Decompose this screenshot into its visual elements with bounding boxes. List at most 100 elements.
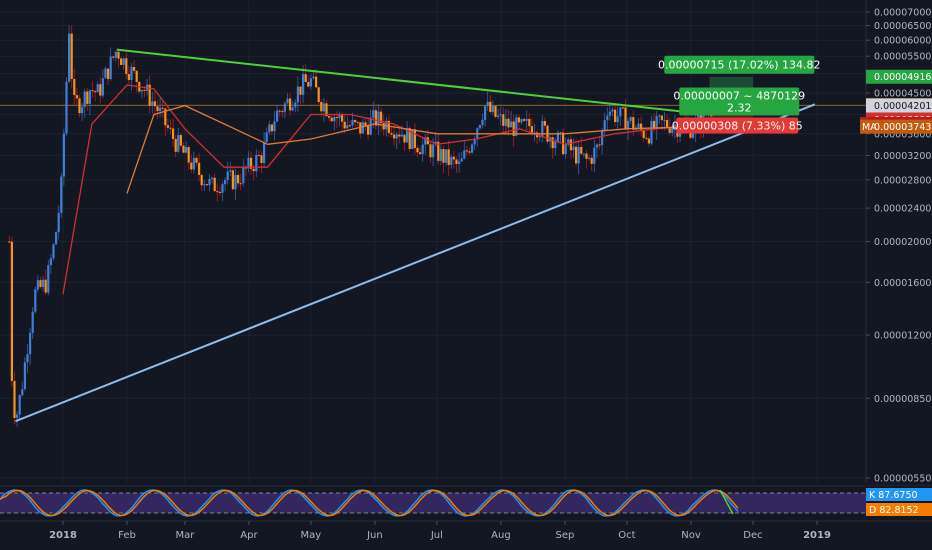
candle-body [78, 98, 81, 114]
candle-body [299, 86, 302, 95]
candle-body [36, 280, 39, 290]
candle-body [187, 147, 190, 163]
candle-body [457, 161, 461, 165]
candle-body [652, 120, 656, 130]
candle-body [346, 125, 349, 129]
candle-body [377, 111, 380, 126]
candle-body [564, 144, 567, 155]
candle-body [86, 91, 89, 104]
ma2-tag-text: 0.00003743 [874, 122, 931, 133]
candle-body [595, 144, 598, 148]
candle-body [80, 106, 84, 114]
candle-body [26, 354, 29, 363]
candle-body [642, 129, 645, 138]
candle-body [413, 129, 416, 148]
target-label-bg [664, 55, 815, 74]
price-tick-label: 0.00001200 [874, 331, 931, 342]
stoch-k-tag: K 87.6750 [866, 488, 932, 501]
candle-body [520, 119, 523, 123]
candle-body [200, 174, 203, 186]
candle-body [645, 137, 648, 139]
candle-body [408, 128, 411, 149]
candle-body [153, 101, 156, 107]
candle-body [353, 120, 357, 123]
candle-body [668, 127, 671, 133]
candle-body [468, 151, 471, 153]
candle-body [603, 120, 606, 131]
candle-body [387, 120, 390, 133]
candle-body [57, 212, 60, 233]
candle-body [691, 131, 695, 138]
candle-body [125, 58, 128, 75]
candle-body [551, 137, 554, 149]
price-tick-label: 0.00004500 [874, 88, 931, 99]
candle-body [41, 279, 45, 288]
candle-body [265, 132, 268, 143]
candle-body [34, 289, 37, 312]
candle-body [148, 84, 151, 106]
candle-body [127, 74, 130, 80]
candle-body [99, 84, 102, 96]
candle-body [117, 51, 120, 59]
price-tick-label: 0.00006500 [874, 21, 931, 32]
candle-body [429, 144, 432, 158]
candle-body [262, 142, 266, 163]
candle-body [582, 153, 585, 155]
candle-body [606, 115, 609, 121]
candle-body [665, 120, 669, 128]
candle-body [515, 117, 518, 136]
candle-body [114, 51, 117, 58]
candle-body [112, 56, 115, 58]
time-tick-label: 2018 [49, 530, 77, 541]
candle-body [195, 157, 198, 163]
candle-body [671, 127, 674, 133]
target-tag-text: 0.00004916 [874, 72, 931, 83]
candle-body [23, 362, 26, 390]
candle-body [122, 58, 125, 65]
candle-body [556, 132, 559, 142]
candle-body [182, 145, 185, 153]
candle-body [509, 121, 513, 128]
candle-body [364, 122, 367, 126]
candle-body [463, 150, 466, 159]
candle-body [135, 70, 138, 82]
candle-body [647, 138, 650, 144]
candle-body [351, 120, 354, 126]
candle-body [494, 105, 497, 118]
candle-body [164, 108, 167, 126]
candle-body [567, 139, 570, 145]
candle-body [161, 107, 164, 109]
candle-body [101, 78, 104, 96]
candle-body [338, 115, 341, 118]
candle-body [327, 116, 331, 118]
candle-body [169, 127, 172, 129]
candles [8, 25, 713, 427]
candle-body [75, 95, 78, 99]
candle-body [190, 162, 193, 170]
price-tick-label: 0.00006000 [874, 36, 931, 47]
candle-body [104, 68, 107, 79]
candle-body [619, 107, 622, 117]
candle-body [442, 148, 445, 163]
candle-body [288, 98, 292, 111]
stoch-trend-mark [719, 489, 734, 515]
candle-body [174, 139, 177, 152]
candle-body [658, 115, 661, 117]
candle-body [65, 81, 68, 134]
candle-body [632, 117, 635, 130]
candle-body [587, 157, 591, 159]
candle-body [335, 116, 338, 118]
candle-body [452, 156, 455, 160]
candle-body [307, 82, 310, 87]
candle-body [678, 132, 682, 137]
candle-body [70, 33, 73, 79]
moving-average-line-1 [62, 84, 710, 295]
candle-body [166, 125, 169, 128]
candle-body [73, 78, 76, 96]
candle-body [203, 184, 206, 186]
time-tick-label: Aug [491, 530, 511, 541]
candle-body [416, 147, 419, 153]
candle-body [242, 166, 245, 184]
